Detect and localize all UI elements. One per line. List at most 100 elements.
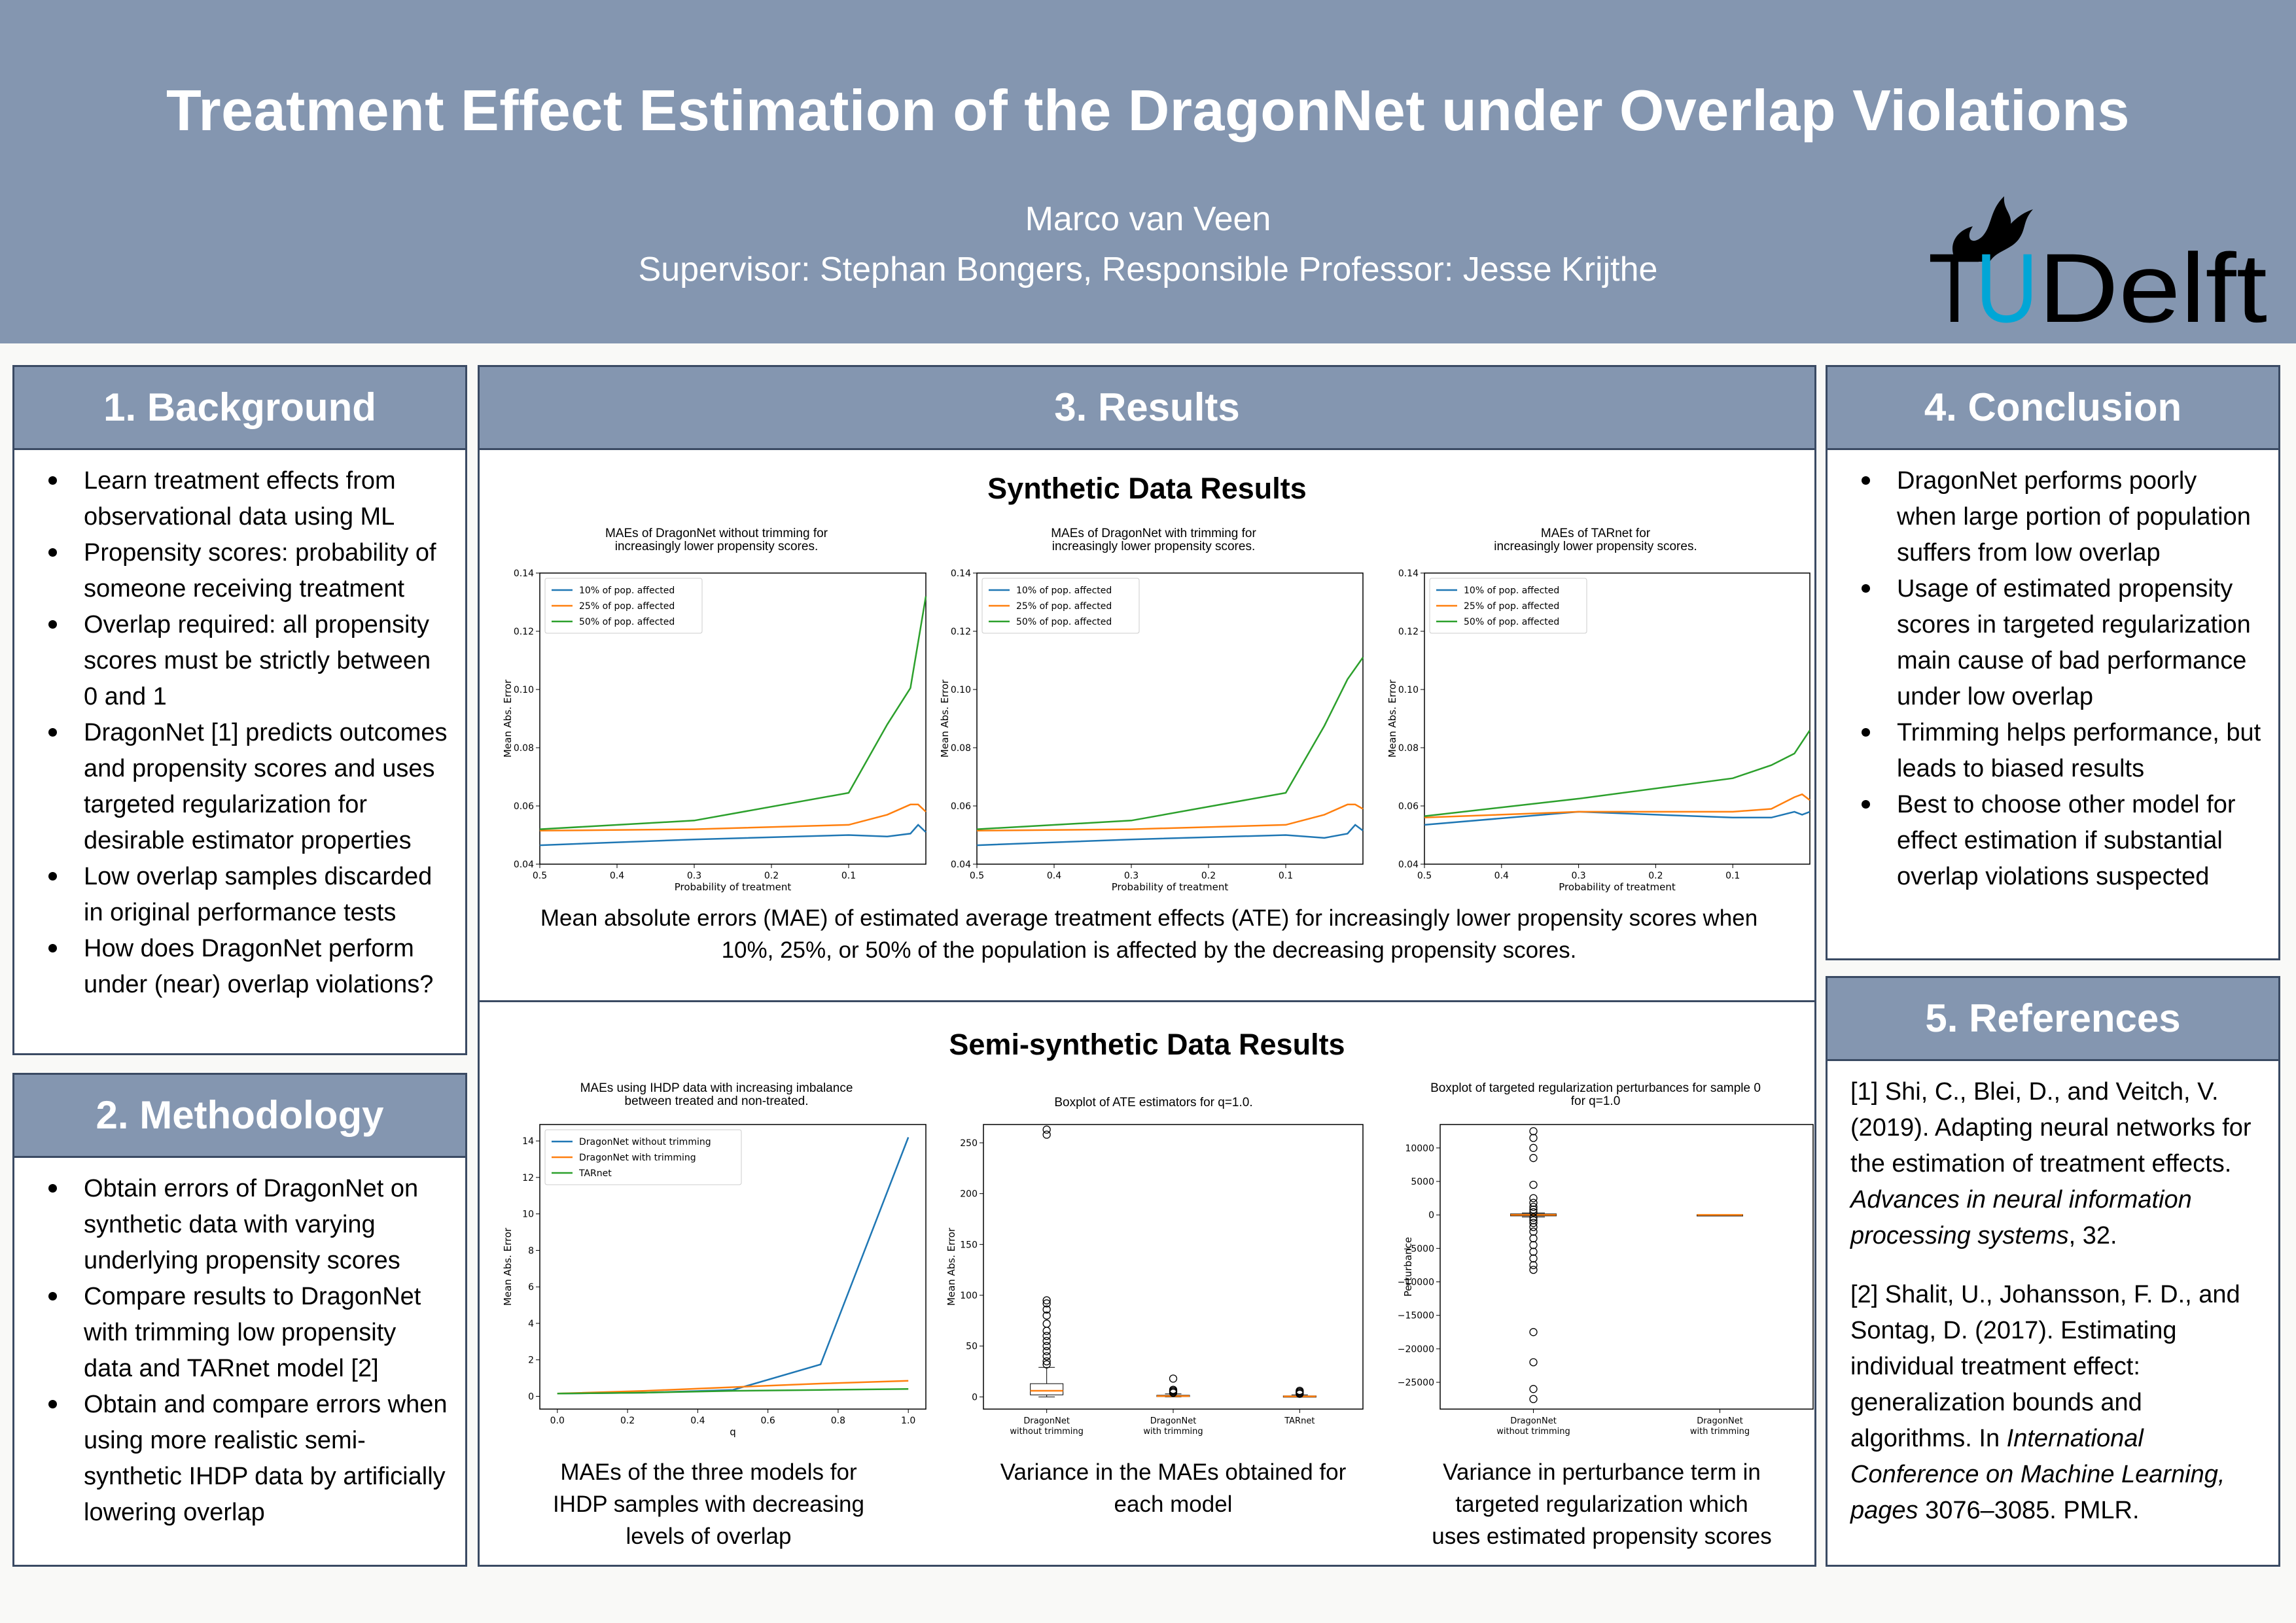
y-tick-label: 0.08 <box>514 743 534 754</box>
series-line <box>976 803 1364 832</box>
flier-point <box>1529 1328 1538 1336</box>
y-axis-label: Mean Abs. Error <box>502 679 514 758</box>
y-tick-label: 14 <box>522 1136 534 1147</box>
x-tick-label: with trimming <box>1690 1427 1750 1437</box>
flier-point <box>1529 1265 1538 1274</box>
svg-text:T: T <box>1928 233 1981 330</box>
x-tick-label: 0.8 <box>831 1416 845 1426</box>
legend-label: 50% of pop. affected <box>1016 617 1112 627</box>
y-tick-label: 0.12 <box>951 627 971 637</box>
y-tick-label: 0.08 <box>1398 743 1419 754</box>
legend-label: 10% of pop. affected <box>579 585 675 596</box>
flier-point <box>1042 1296 1051 1304</box>
flier-point <box>1529 1395 1538 1403</box>
x-tick-label: without trimming <box>1010 1427 1084 1437</box>
y-tick-label: 4 <box>528 1319 534 1329</box>
results-panel: 3. Results Synthetic Data Results MAEs o… <box>478 365 1816 1567</box>
list-item: Trimming helps performance, but leads to… <box>1828 715 2278 787</box>
flier-point <box>1529 1223 1538 1231</box>
flier-point <box>1169 1374 1178 1383</box>
y-tick-label: −10000 <box>1398 1278 1434 1288</box>
flier-point <box>1529 1194 1538 1202</box>
y-tick-label: 0.06 <box>1398 801 1419 812</box>
flier-point <box>1529 1202 1538 1212</box>
box <box>1030 1383 1064 1395</box>
y-tick-label: 0.14 <box>1398 568 1419 579</box>
flier-point <box>1042 1342 1051 1350</box>
flier-point <box>1042 1352 1051 1361</box>
flier-point <box>1529 1234 1538 1243</box>
series-line <box>1424 793 1810 819</box>
flier-point <box>1529 1134 1538 1142</box>
x-tick-label: 0.1 <box>841 871 856 881</box>
series-line <box>976 657 1364 830</box>
list-item: Overlap required: all propensity scores … <box>14 607 465 715</box>
legend-box <box>544 578 703 634</box>
flier-point <box>1529 1219 1538 1227</box>
flier-point <box>1169 1386 1178 1394</box>
x-tick-label: 0.4 <box>1494 871 1509 881</box>
synthetic-caption: Mean absolute errors (MAE) of estimated … <box>540 905 1758 963</box>
y-tick-label: 5000 <box>1411 1177 1434 1187</box>
poster-header: Treatment Effect Estimation of the Drago… <box>0 0 2296 343</box>
chart-title: MAEs of DragonNet with trimming for incr… <box>1051 527 1256 553</box>
y-tick-label: 0.10 <box>951 685 971 695</box>
legend-label: 50% of pop. affected <box>579 617 675 627</box>
flier-point <box>1042 1331 1051 1340</box>
legend-label: 25% of pop. affected <box>579 601 675 612</box>
y-tick-label: 200 <box>960 1189 978 1200</box>
x-tick-label: TARnet <box>1284 1416 1315 1426</box>
x-tick-label: 0.5 <box>1417 871 1432 881</box>
list-item: Obtain and compare errors when using mor… <box>14 1387 465 1531</box>
x-tick-label: 0.2 <box>620 1416 635 1426</box>
x-tick-label: 0.5 <box>533 871 547 881</box>
series-line <box>539 596 927 830</box>
x-tick-label: 1.0 <box>901 1416 915 1426</box>
y-tick-label: 0.06 <box>514 801 534 812</box>
y-axis-label: Mean Abs. Error <box>1386 679 1398 758</box>
x-tick-label: 0.3 <box>1571 871 1585 881</box>
conclusion-panel: 4. Conclusion DragonNet performs poorly … <box>1826 365 2280 960</box>
list-item: Propensity scores: probability of someon… <box>14 535 465 607</box>
x-tick-label: 0.1 <box>1279 871 1293 881</box>
legend-label: DragonNet with trimming <box>579 1153 696 1163</box>
list-item: Usage of estimated propensity scores in … <box>1828 571 2278 715</box>
flier-point <box>1042 1357 1051 1366</box>
y-tick-label: 0.04 <box>514 860 534 870</box>
y-tick-label: 0.12 <box>1398 627 1419 637</box>
x-tick-label: 0.4 <box>610 871 624 881</box>
series-line <box>557 1380 909 1395</box>
flier-point <box>1529 1216 1538 1225</box>
flier-point <box>1529 1254 1538 1263</box>
chart-title: Boxplot of targeted regularization pertu… <box>1430 1081 1761 1108</box>
reference-item: [1] Shi, C., Blei, D., and Veitch, V. (2… <box>1850 1078 2252 1249</box>
x-tick-label: DragonNet <box>1697 1416 1743 1426</box>
x-axis-label: Probability of treatment <box>1559 881 1676 893</box>
author-name: Marco van Veen <box>1025 200 1271 238</box>
y-tick-label: 250 <box>960 1138 978 1149</box>
x-tick-label: DragonNet <box>1150 1416 1197 1426</box>
chart-ate-boxplot: Boxplot of ATE estimators for q=1.0. 0 50… <box>938 1082 1369 1439</box>
flier-point <box>1042 1299 1051 1308</box>
y-tick-label: 0.10 <box>1398 685 1419 695</box>
y-tick-label: −5000 <box>1404 1244 1434 1254</box>
x-tick-label: DragonNet <box>1510 1416 1557 1426</box>
y-tick-label: 12 <box>522 1173 534 1183</box>
y-axis-label: Mean Abs. Error <box>502 1227 514 1306</box>
methodology-list: Obtain errors of DragonNet on synthetic … <box>14 1171 465 1531</box>
y-tick-label: 100 <box>960 1291 978 1301</box>
chart-title: Boxplot of ATE estimators for q=1.0. <box>1054 1096 1253 1109</box>
results-divider <box>480 1000 1814 1002</box>
y-tick-label: 0.04 <box>951 860 971 870</box>
legend-label: 50% of pop. affected <box>1464 617 1559 627</box>
plot-area <box>983 1124 1364 1410</box>
x-tick-label: 0.4 <box>1047 871 1061 881</box>
chart-tarnet: MAEs of TARnet for increasingly lower pr… <box>1375 527 1816 893</box>
y-tick-label: 0.10 <box>514 685 534 695</box>
chart-perturbance-boxplot: Boxplot of targeted regularization pertu… <box>1375 1082 1816 1439</box>
x-tick-label: DragonNet <box>1023 1416 1070 1426</box>
x-axis-label: Probability of treatment <box>675 881 792 893</box>
methodology-panel: 2. Methodology Obtain errors of DragonNe… <box>12 1073 467 1567</box>
x-tick-label: 0.5 <box>970 871 984 881</box>
y-tick-label: 2 <box>528 1355 534 1366</box>
